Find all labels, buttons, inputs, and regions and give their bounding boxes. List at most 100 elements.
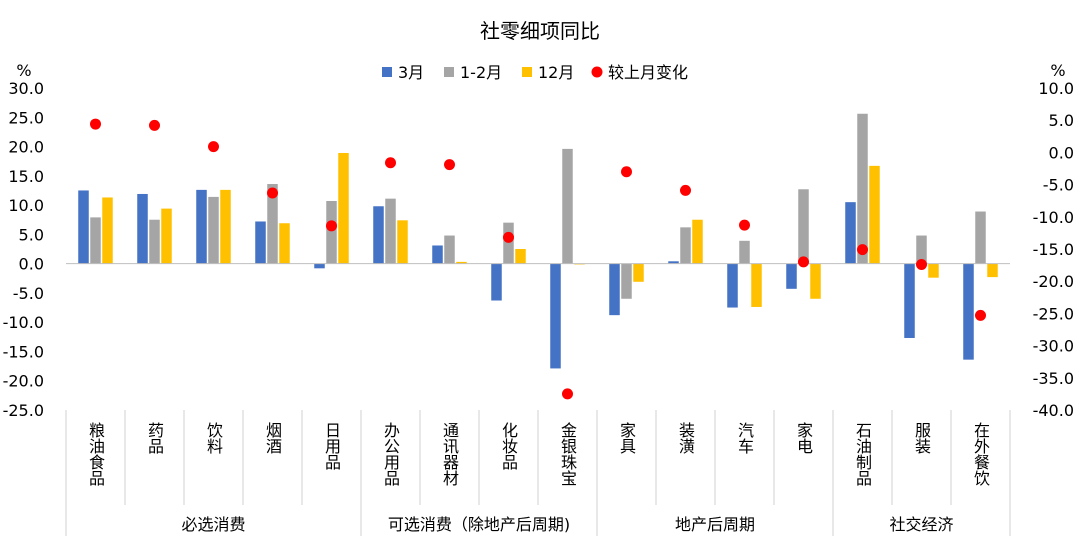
- category-label: 金银珠宝: [558, 422, 577, 486]
- right-axis-unit: %: [1050, 61, 1065, 80]
- change-marker-汽车: [739, 219, 750, 231]
- left-tick-label: -10.0: [3, 313, 44, 332]
- left-axis: 30.0 25.0 20.0 15.0 10.0 5.0 0.0 -5.0 -10.0 -15.0…: [3, 79, 44, 420]
- bar-3月-家电: [786, 263, 797, 289]
- category-label: 家电: [794, 422, 813, 454]
- bar-1-2月-家具: [621, 263, 632, 299]
- category-label: 饮料: [204, 422, 223, 454]
- category-label: 服装: [912, 422, 931, 454]
- change-marker-在外餐饮: [975, 309, 986, 321]
- chart-title: 社零细项同比: [480, 19, 600, 43]
- bar-12月-石油制品: [869, 165, 880, 264]
- category-label: 药品: [145, 422, 164, 454]
- category-label: 在外餐饮: [971, 422, 990, 486]
- change-marker-金银珠宝: [562, 388, 573, 400]
- bar-1-2月-汽车: [739, 240, 750, 264]
- category-label: 装潢: [676, 422, 695, 454]
- change-marker-饮料: [208, 141, 219, 153]
- legend-label: 12月: [538, 63, 574, 82]
- bar-3月-粮油食品: [78, 190, 89, 264]
- bar-1-2月-饮料: [208, 196, 219, 264]
- right-tick-label: 0.0: [1049, 143, 1074, 162]
- category-label: 通讯器材: [440, 422, 459, 486]
- group-label: 可选消费（除地产后周期): [388, 515, 570, 534]
- change-marker-日用品: [326, 220, 337, 232]
- bar-12月-饮料: [220, 189, 231, 264]
- bar-12月-通讯器材: [456, 261, 467, 264]
- bar-3月-服装: [904, 263, 915, 338]
- change-marker-办公用品: [385, 157, 396, 169]
- right-tick-label: -35.0: [1033, 369, 1074, 388]
- legend-label: 3月: [398, 63, 424, 82]
- left-axis-unit: %: [16, 61, 31, 80]
- left-tick-label: -20.0: [3, 372, 44, 391]
- bar-3月-家具: [609, 263, 620, 316]
- bar-12月-家电: [810, 263, 821, 299]
- right-tick-label: -40.0: [1033, 401, 1074, 420]
- bar-3月-金银珠宝: [550, 263, 561, 369]
- right-tick-label: -15.0: [1033, 240, 1074, 259]
- category-label: 化妆品: [499, 422, 518, 470]
- category-label: 办公用品: [381, 422, 400, 486]
- bar-12月-在外餐饮: [987, 263, 998, 278]
- category-label: 粮油食品: [86, 422, 105, 486]
- change-marker-粮油食品: [90, 118, 101, 130]
- bar-1-2月-石油制品: [857, 113, 868, 264]
- change-marker-药品: [149, 119, 160, 131]
- bar-3月-化妆品: [491, 263, 502, 301]
- bar-3月-办公用品: [373, 206, 384, 264]
- change-marker-石油制品: [857, 244, 868, 256]
- legend-label: 较上月变化: [608, 63, 688, 82]
- bar-12月-家具: [633, 263, 644, 282]
- bar-3月-汽车: [727, 263, 738, 308]
- category-label: 烟酒: [263, 422, 282, 454]
- change-marker-装潢: [680, 184, 691, 196]
- change-markers: [90, 118, 986, 400]
- left-tick-label: 10.0: [8, 196, 44, 215]
- bar-1-2月-药品: [149, 219, 160, 264]
- change-marker-化妆品: [503, 231, 514, 243]
- bars: [78, 113, 998, 369]
- left-tick-label: -15.0: [3, 342, 44, 361]
- bar-12月-药品: [161, 208, 172, 264]
- legend-label: 1-2月: [460, 63, 502, 82]
- bar-3月-通讯器材: [432, 245, 443, 264]
- bar-3月-饮料: [196, 189, 207, 264]
- right-tick-label: -20.0: [1033, 272, 1074, 291]
- bar-1-2月-化妆品: [503, 222, 514, 264]
- left-tick-label: 0.0: [19, 255, 44, 274]
- change-marker-烟酒: [267, 187, 278, 199]
- legend: 3月 1-2月 12月 较上月变化: [382, 63, 688, 82]
- bar-3月-日用品: [314, 263, 325, 269]
- legend-swatch-较上月变化: [591, 66, 603, 78]
- left-tick-label: 15.0: [8, 167, 44, 186]
- bar-3月-烟酒: [255, 221, 266, 264]
- left-tick-label: 25.0: [8, 108, 44, 127]
- bar-1-2月-金银珠宝: [562, 148, 573, 264]
- right-tick-label: -30.0: [1033, 337, 1074, 356]
- legend-swatch-1-2月: [444, 67, 454, 77]
- right-tick-label: -5.0: [1043, 176, 1074, 195]
- category-label: 汽车: [735, 422, 754, 454]
- bar-12月-粮油食品: [102, 197, 113, 264]
- bar-1-2月-通讯器材: [444, 235, 455, 264]
- right-tick-label: -10.0: [1033, 208, 1074, 227]
- category-label: 日用品: [322, 422, 341, 470]
- bar-12月-服装: [928, 263, 939, 278]
- change-marker-家电: [798, 256, 809, 268]
- bar-12月-日用品: [338, 152, 349, 264]
- left-tick-label: 20.0: [8, 138, 44, 157]
- bar-1-2月-服装: [916, 235, 927, 264]
- right-tick-label: -25.0: [1033, 304, 1074, 323]
- change-marker-通讯器材: [444, 159, 455, 171]
- group-label: 必选消费: [181, 515, 245, 534]
- bar-1-2月-装潢: [680, 227, 691, 264]
- bar-3月-装潢: [668, 261, 679, 264]
- bar-12月-装潢: [692, 219, 703, 264]
- right-tick-label: 5.0: [1049, 111, 1074, 130]
- change-marker-家具: [621, 166, 632, 178]
- bar-1-2月-粮油食品: [90, 217, 101, 264]
- bar-1-2月-日用品: [326, 200, 337, 264]
- bar-3月-石油制品: [845, 202, 856, 264]
- group-label: 社交经济: [889, 515, 953, 534]
